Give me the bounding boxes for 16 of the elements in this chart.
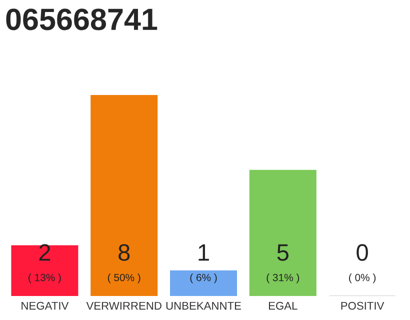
annotation: ( 50% ) xyxy=(108,274,140,284)
data-label: 1 xyxy=(198,244,209,261)
x-tick-label: POSITIV xyxy=(341,302,384,310)
data-label: 5 xyxy=(277,244,288,261)
annotation: ( 6% ) xyxy=(190,274,217,284)
data-label: 0 xyxy=(356,244,368,261)
chart-title: 065668741 xyxy=(6,8,158,30)
x-tick-label: VERWIRREND xyxy=(86,302,162,310)
annotation: ( 13% ) xyxy=(28,274,61,284)
data-label: 8 xyxy=(118,244,130,261)
x-tick-label: UNBEKANNTE xyxy=(166,302,241,310)
x-tick-label: NEGATIV xyxy=(22,302,69,310)
annotation: ( 31% ) xyxy=(266,274,300,284)
x-tick-label: EGAL xyxy=(268,302,298,310)
annotation: ( 0% ) xyxy=(349,274,376,284)
data-label: 2 xyxy=(39,244,50,261)
